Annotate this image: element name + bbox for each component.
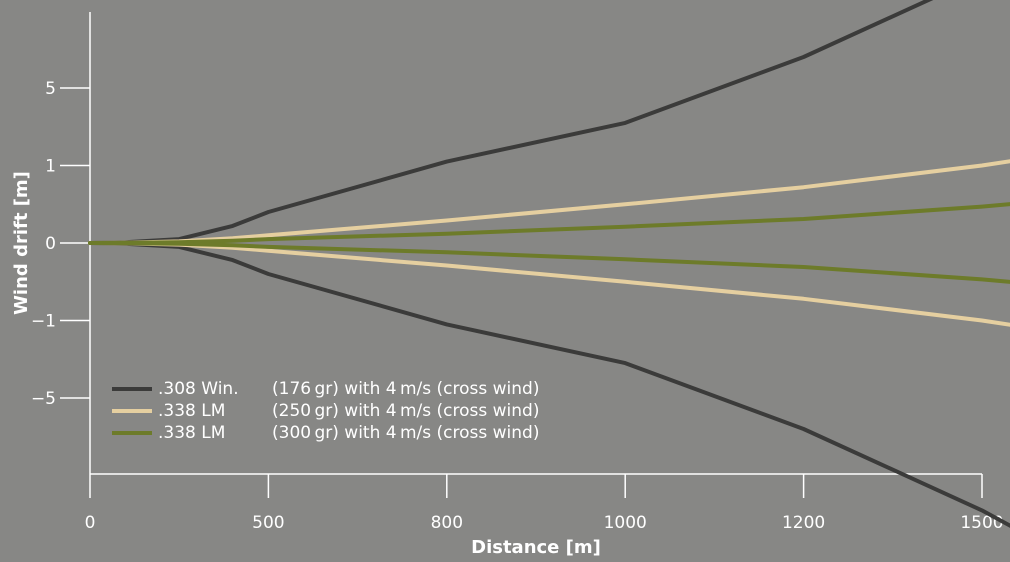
series-line-3-upper — [88, 202, 1010, 245]
x-tick-label: 1200 — [782, 513, 825, 533]
legend-detail-3: (300 gr) with 4 m/s (cross wind) — [272, 423, 539, 443]
x-ticks: 0 500 800 1000 1200 1500 — [85, 474, 1004, 533]
series-layer — [88, 0, 1010, 528]
legend-detail-2: (250 gr) with 4 m/s (cross wind) — [272, 401, 539, 421]
y-tick-label: −5 — [31, 389, 56, 409]
x-tick-label: 1000 — [604, 513, 647, 533]
legend-name-1: .308 Win. — [158, 379, 239, 399]
x-tick-label: 800 — [431, 513, 463, 533]
legend-name-2: .338 LM — [158, 401, 225, 421]
y-tick-label: 5 — [45, 79, 56, 99]
x-tick-label: 500 — [252, 513, 284, 533]
x-axis-title: Distance [m] — [471, 537, 601, 558]
series-line-1-upper — [88, 0, 934, 245]
legend-name-3: .338 LM — [158, 423, 225, 443]
y-tick-label: 1 — [45, 157, 56, 177]
y-ticks: 5 1 0 −1 −5 — [31, 79, 90, 409]
y-tick-label: −1 — [31, 312, 56, 332]
series-line-3-lower — [88, 241, 1010, 284]
x-tick-label: 1500 — [960, 513, 1003, 533]
y-axis-title: Wind drift [m] — [11, 171, 32, 315]
legend: .308 Win. (176 gr) with 4 m/s (cross wind… — [112, 379, 539, 443]
legend-detail-1: (176 gr) with 4 m/s (cross wind) — [272, 379, 539, 399]
x-tick-label: 0 — [85, 513, 96, 533]
y-tick-label: 0 — [45, 234, 56, 254]
